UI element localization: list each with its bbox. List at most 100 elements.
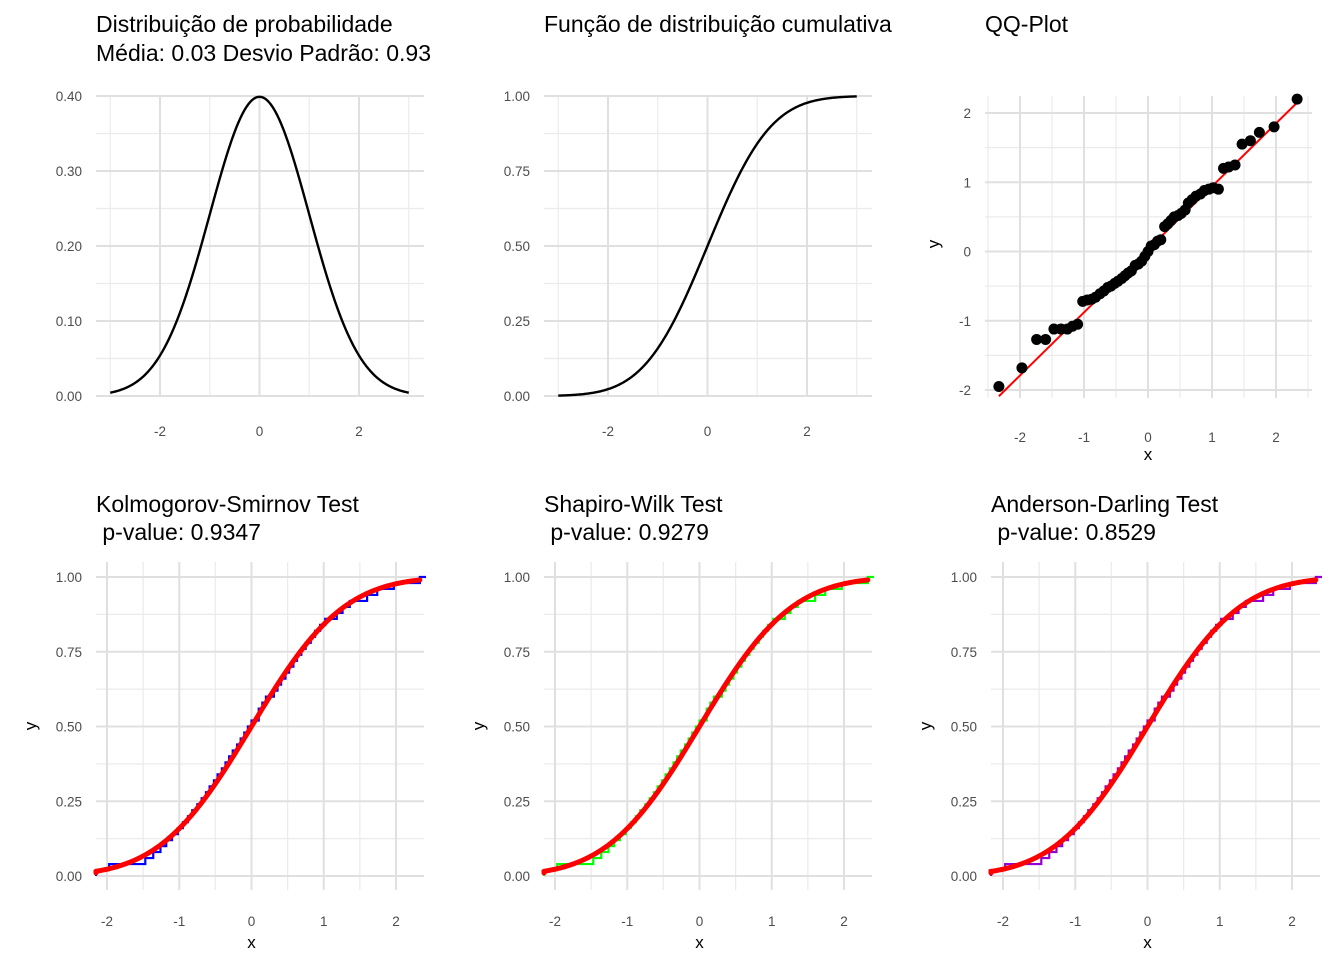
y-tick-label: 0.75 — [56, 645, 82, 660]
x-tick-label: 0 — [256, 424, 264, 439]
x-tick-label: 1 — [320, 914, 328, 929]
theoretical-cdf-curve — [93, 577, 423, 876]
x-axis-label: x — [695, 933, 704, 952]
x-tick-label: -2 — [549, 914, 561, 929]
gridlines — [544, 95, 872, 397]
qq-point — [1212, 183, 1224, 195]
qq-point — [1229, 159, 1241, 171]
qq-point — [1040, 333, 1052, 345]
qq-point — [1016, 362, 1028, 374]
y-tick-label: 1.00 — [56, 570, 82, 585]
density-curve — [110, 95, 409, 394]
chart-subtitle: p-value: 0.8529 — [991, 519, 1156, 545]
qq-point — [1155, 234, 1167, 246]
x-tick-label: -2 — [154, 424, 166, 439]
x-tick-label: -1 — [173, 914, 185, 929]
x-tick-label: 2 — [1288, 914, 1296, 929]
y-tick-label: 1.00 — [951, 570, 977, 585]
y-axis-label: y — [916, 721, 935, 730]
x-axis-label: x — [1144, 445, 1153, 464]
y-axis-label: y — [924, 239, 943, 248]
plot-area — [110, 95, 409, 394]
chart-title: QQ-Plot — [985, 11, 1069, 37]
theoretical-cdf-curve — [541, 577, 871, 876]
y-tick-label: 0.75 — [504, 164, 530, 179]
x-tick-label: -2 — [602, 424, 614, 439]
y-tick-label: -1 — [959, 314, 971, 329]
y-tick-label: 0.00 — [504, 869, 530, 884]
y-tick-label: 0.10 — [56, 314, 82, 329]
gridlines — [96, 95, 424, 397]
y-tick-label: 0 — [963, 245, 971, 260]
chart-title: Kolmogorov-Smirnov Test — [96, 491, 360, 517]
y-tick-label: 0.50 — [504, 720, 530, 735]
plot-area — [93, 575, 426, 876]
y-tick-label: 0.50 — [56, 720, 82, 735]
y-axis-label: y — [21, 721, 40, 730]
chart-panel-1: -2 0 2 0.00 0.10 0.20 0.30 0.40 Distribuição de … — [56, 11, 431, 439]
x-tick-label: 2 — [840, 914, 848, 929]
qq-point — [1031, 333, 1043, 345]
y-axis-label: y — [469, 721, 488, 730]
chart-panel-5: -2 -1 0 1 2 0.00 0.25 0.50 0.75 1.00 Shapiro-Wilk … — [469, 491, 874, 952]
chart-title: Shapiro-Wilk Test — [544, 491, 723, 517]
y-tick-label: 0.00 — [56, 869, 82, 884]
x-axis-label: x — [247, 933, 256, 952]
x-tick-label: 2 — [803, 424, 811, 439]
x-tick-label: 0 — [1144, 430, 1152, 445]
qq-point — [1244, 135, 1256, 147]
y-tick-label: 0.00 — [56, 389, 82, 404]
plot-area — [993, 93, 1303, 397]
x-tick-label: 0 — [248, 914, 256, 929]
y-tick-label: 0.75 — [951, 645, 977, 660]
x-tick-label: -2 — [997, 914, 1009, 929]
qq-point — [1268, 121, 1280, 133]
y-tick-label: 0.40 — [56, 89, 82, 104]
chart-panel-6: -2 -1 0 1 2 0.00 0.25 0.50 0.75 1.00 Anderson-Darl… — [916, 491, 1322, 952]
plot-area — [988, 575, 1322, 876]
chart-title: Anderson-Darling Test — [991, 491, 1219, 517]
chart-title: Função de distribuição cumulativa — [544, 11, 892, 37]
y-tick-label: 0.25 — [504, 314, 530, 329]
x-tick-label: 1 — [1208, 430, 1216, 445]
y-tick-label: 0.50 — [951, 720, 977, 735]
y-tick-label: 0.25 — [951, 794, 977, 809]
y-tick-label: 0.25 — [56, 794, 82, 809]
qq-point — [1236, 138, 1248, 150]
chart-subtitle: p-value: 0.9347 — [96, 519, 261, 545]
x-tick-label: -1 — [621, 914, 633, 929]
y-tick-label: 0.75 — [504, 645, 530, 660]
cdf-curve — [558, 95, 857, 397]
x-tick-label: 0 — [704, 424, 712, 439]
x-tick-label: -2 — [101, 914, 113, 929]
y-tick-label: 1 — [963, 175, 971, 190]
x-tick-label: -1 — [1069, 914, 1081, 929]
gridlines — [991, 562, 1320, 890]
chart-panel-2: -2 0 2 0.00 0.25 0.50 0.75 1.00 Função de distri… — [504, 11, 892, 439]
plot-area — [541, 575, 874, 876]
x-tick-label: 1 — [1216, 914, 1224, 929]
chart-subtitle: Média: 0.03 Desvio Padrão: 0.93 — [96, 40, 431, 66]
qq-point — [1072, 318, 1084, 330]
x-axis-label: x — [1143, 933, 1152, 952]
x-tick-label: 2 — [1272, 430, 1280, 445]
y-tick-label: 0.20 — [56, 239, 82, 254]
chart-title: Distribuição de probabilidade — [96, 11, 393, 37]
gridlines — [96, 562, 424, 890]
qq-point — [1253, 126, 1265, 138]
y-tick-label: 0.00 — [951, 869, 977, 884]
y-tick-label: 1.00 — [504, 89, 530, 104]
x-tick-label: -1 — [1078, 430, 1090, 445]
x-tick-label: 0 — [1144, 914, 1152, 929]
y-tick-label: 1.00 — [504, 570, 530, 585]
x-tick-label: 2 — [392, 914, 400, 929]
x-tick-label: 0 — [696, 914, 704, 929]
x-tick-label: 2 — [355, 424, 363, 439]
qq-point — [993, 381, 1005, 393]
y-tick-label: 0.50 — [504, 239, 530, 254]
theoretical-cdf-curve — [988, 577, 1319, 876]
plot-area — [558, 95, 857, 397]
y-tick-label: 0.00 — [504, 389, 530, 404]
y-tick-label: 0.25 — [504, 794, 530, 809]
